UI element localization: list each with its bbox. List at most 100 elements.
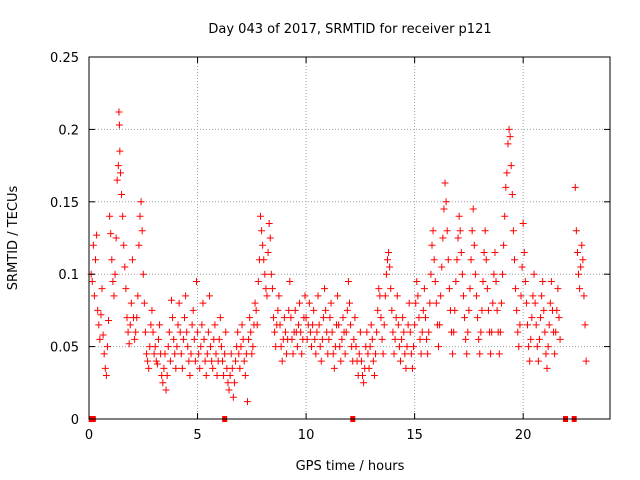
data-point	[474, 314, 482, 322]
data-point	[148, 306, 156, 314]
data-point	[428, 241, 436, 249]
data-point	[426, 299, 434, 307]
data-point	[96, 335, 104, 343]
data-point	[253, 321, 261, 329]
data-point	[232, 357, 240, 365]
data-point	[245, 335, 253, 343]
data-point	[399, 314, 407, 322]
data-point	[226, 372, 234, 380]
data-point	[514, 328, 522, 336]
data-point	[171, 350, 179, 358]
data-point	[481, 227, 489, 235]
data-point	[183, 328, 191, 336]
data-point	[143, 350, 151, 358]
data-point	[385, 248, 393, 256]
data-point	[329, 350, 337, 358]
data-point	[528, 314, 536, 322]
data-point	[116, 147, 124, 155]
data-point	[541, 328, 549, 336]
data-point	[134, 292, 142, 300]
data-point	[160, 364, 168, 372]
data-point	[139, 270, 147, 278]
data-point	[162, 386, 170, 394]
data-point	[138, 227, 146, 235]
data-point	[121, 263, 129, 271]
data-point	[414, 292, 422, 300]
data-point	[156, 321, 164, 329]
data-point	[505, 125, 513, 133]
data-point	[194, 328, 202, 336]
data-point	[328, 328, 336, 336]
data-point	[545, 321, 553, 329]
data-point	[114, 162, 122, 170]
data-point	[512, 285, 520, 293]
data-point	[115, 108, 123, 116]
data-point	[275, 292, 283, 300]
data-point	[283, 350, 291, 358]
data-point	[341, 350, 349, 358]
data-point	[109, 277, 117, 285]
data-point	[581, 321, 589, 329]
data-point	[483, 285, 491, 293]
data-point	[184, 343, 192, 351]
data-point	[453, 256, 461, 264]
data-point	[252, 306, 260, 314]
data-point	[394, 321, 402, 329]
data-point	[101, 364, 109, 372]
data-point	[391, 335, 399, 343]
data-point	[306, 328, 314, 336]
data-point	[529, 292, 537, 300]
data-point	[463, 350, 471, 358]
data-point	[106, 212, 114, 220]
data-point	[102, 372, 110, 380]
data-point	[151, 343, 159, 351]
data-point	[503, 169, 511, 177]
data-point	[286, 277, 294, 285]
data-point	[424, 350, 432, 358]
data-point	[572, 227, 580, 235]
data-point	[506, 133, 514, 141]
data-point	[450, 328, 458, 336]
data-point	[381, 292, 389, 300]
data-point	[479, 277, 487, 285]
data-point	[288, 335, 296, 343]
data-point	[259, 241, 267, 249]
data-point	[543, 364, 551, 372]
y-tick-label: 0.1	[58, 268, 79, 283]
data-point	[262, 285, 270, 293]
data-point	[277, 343, 285, 351]
data-point	[346, 299, 353, 307]
x-tick-label: 5	[193, 428, 201, 443]
data-point	[487, 350, 495, 358]
data-point	[582, 357, 590, 365]
data-point	[190, 335, 198, 343]
data-point	[367, 321, 375, 329]
data-point	[398, 335, 406, 343]
data-point	[579, 256, 587, 264]
data-point	[289, 350, 297, 358]
data-point	[471, 270, 479, 278]
data-point	[246, 314, 254, 322]
data-point	[199, 299, 207, 307]
data-point	[544, 343, 552, 351]
plot-frame	[88, 56, 611, 420]
data-point	[369, 357, 377, 365]
data-point	[412, 299, 420, 307]
data-point	[380, 321, 388, 329]
data-point	[310, 306, 318, 314]
data-point	[228, 364, 236, 372]
data-point	[316, 343, 324, 351]
y-tick-label: 0.2	[58, 123, 79, 138]
data-point	[554, 285, 562, 293]
data-point	[105, 317, 113, 325]
data-point	[442, 198, 450, 206]
data-point	[547, 277, 555, 285]
data-point	[462, 335, 470, 343]
x-axis-ticks: 0 5 10 15 20	[85, 57, 531, 443]
data-point	[334, 292, 342, 300]
data-point	[274, 306, 282, 314]
data-point	[364, 350, 372, 358]
data-point	[207, 343, 215, 351]
data-point	[524, 321, 532, 329]
chart-title: Day 043 of 2017, SRMTID for receiver p12…	[208, 22, 491, 37]
